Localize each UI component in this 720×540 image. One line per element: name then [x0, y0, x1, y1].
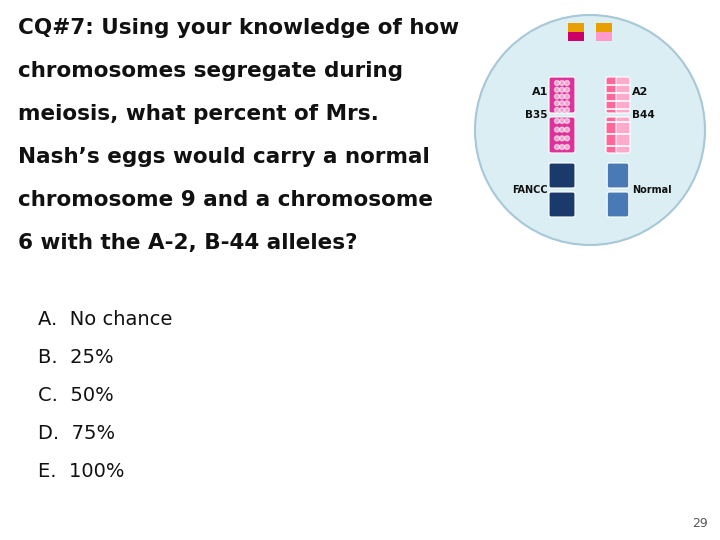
FancyBboxPatch shape: [549, 117, 575, 153]
Text: D.  75%: D. 75%: [38, 424, 115, 443]
Circle shape: [559, 80, 564, 85]
Circle shape: [564, 107, 570, 112]
Text: meiosis, what percent of Mrs.: meiosis, what percent of Mrs.: [18, 104, 379, 124]
Text: A2: A2: [632, 87, 649, 97]
Circle shape: [554, 118, 559, 124]
Text: CQ#7: Using your knowledge of how: CQ#7: Using your knowledge of how: [18, 18, 459, 38]
Text: B35: B35: [526, 110, 548, 120]
Text: Normal: Normal: [632, 185, 672, 195]
Bar: [568, 32, 584, 41]
Circle shape: [564, 118, 570, 124]
Circle shape: [554, 107, 559, 112]
Circle shape: [564, 101, 570, 106]
Circle shape: [559, 145, 564, 150]
Circle shape: [559, 94, 564, 99]
Bar: [596, 23, 612, 32]
Text: 29: 29: [692, 517, 708, 530]
Circle shape: [564, 94, 570, 99]
Text: chromosomes segregate during: chromosomes segregate during: [18, 61, 403, 81]
Circle shape: [564, 145, 570, 150]
Text: A1: A1: [531, 87, 548, 97]
Text: E.  100%: E. 100%: [38, 462, 125, 481]
Circle shape: [554, 136, 559, 141]
Bar: [596, 32, 612, 41]
Circle shape: [559, 87, 564, 92]
FancyBboxPatch shape: [607, 163, 629, 188]
Circle shape: [554, 80, 559, 85]
FancyBboxPatch shape: [616, 117, 630, 153]
Circle shape: [554, 87, 559, 92]
FancyBboxPatch shape: [607, 192, 629, 217]
FancyBboxPatch shape: [616, 77, 630, 113]
FancyBboxPatch shape: [549, 192, 575, 217]
Circle shape: [559, 107, 564, 112]
Text: 6 with the A-2, B-44 alleles?: 6 with the A-2, B-44 alleles?: [18, 233, 358, 253]
Circle shape: [564, 136, 570, 141]
Circle shape: [559, 136, 564, 141]
Circle shape: [475, 15, 705, 245]
Circle shape: [564, 127, 570, 132]
Text: B44: B44: [632, 110, 654, 120]
Circle shape: [554, 145, 559, 150]
Text: FANCC: FANCC: [513, 185, 548, 195]
Circle shape: [564, 80, 570, 85]
Text: Nash’s eggs would carry a normal: Nash’s eggs would carry a normal: [18, 147, 430, 167]
Circle shape: [554, 127, 559, 132]
FancyBboxPatch shape: [606, 77, 620, 113]
Circle shape: [559, 101, 564, 106]
Circle shape: [564, 87, 570, 92]
FancyBboxPatch shape: [549, 163, 575, 188]
Bar: [568, 23, 584, 32]
Circle shape: [559, 118, 564, 124]
Text: chromosome 9 and a chromosome: chromosome 9 and a chromosome: [18, 190, 433, 210]
Circle shape: [559, 127, 564, 132]
Text: C.  50%: C. 50%: [38, 386, 114, 405]
Circle shape: [554, 101, 559, 106]
FancyBboxPatch shape: [606, 117, 620, 153]
FancyBboxPatch shape: [549, 77, 575, 113]
Text: B.  25%: B. 25%: [38, 348, 114, 367]
Circle shape: [554, 94, 559, 99]
Text: A.  No chance: A. No chance: [38, 310, 172, 329]
